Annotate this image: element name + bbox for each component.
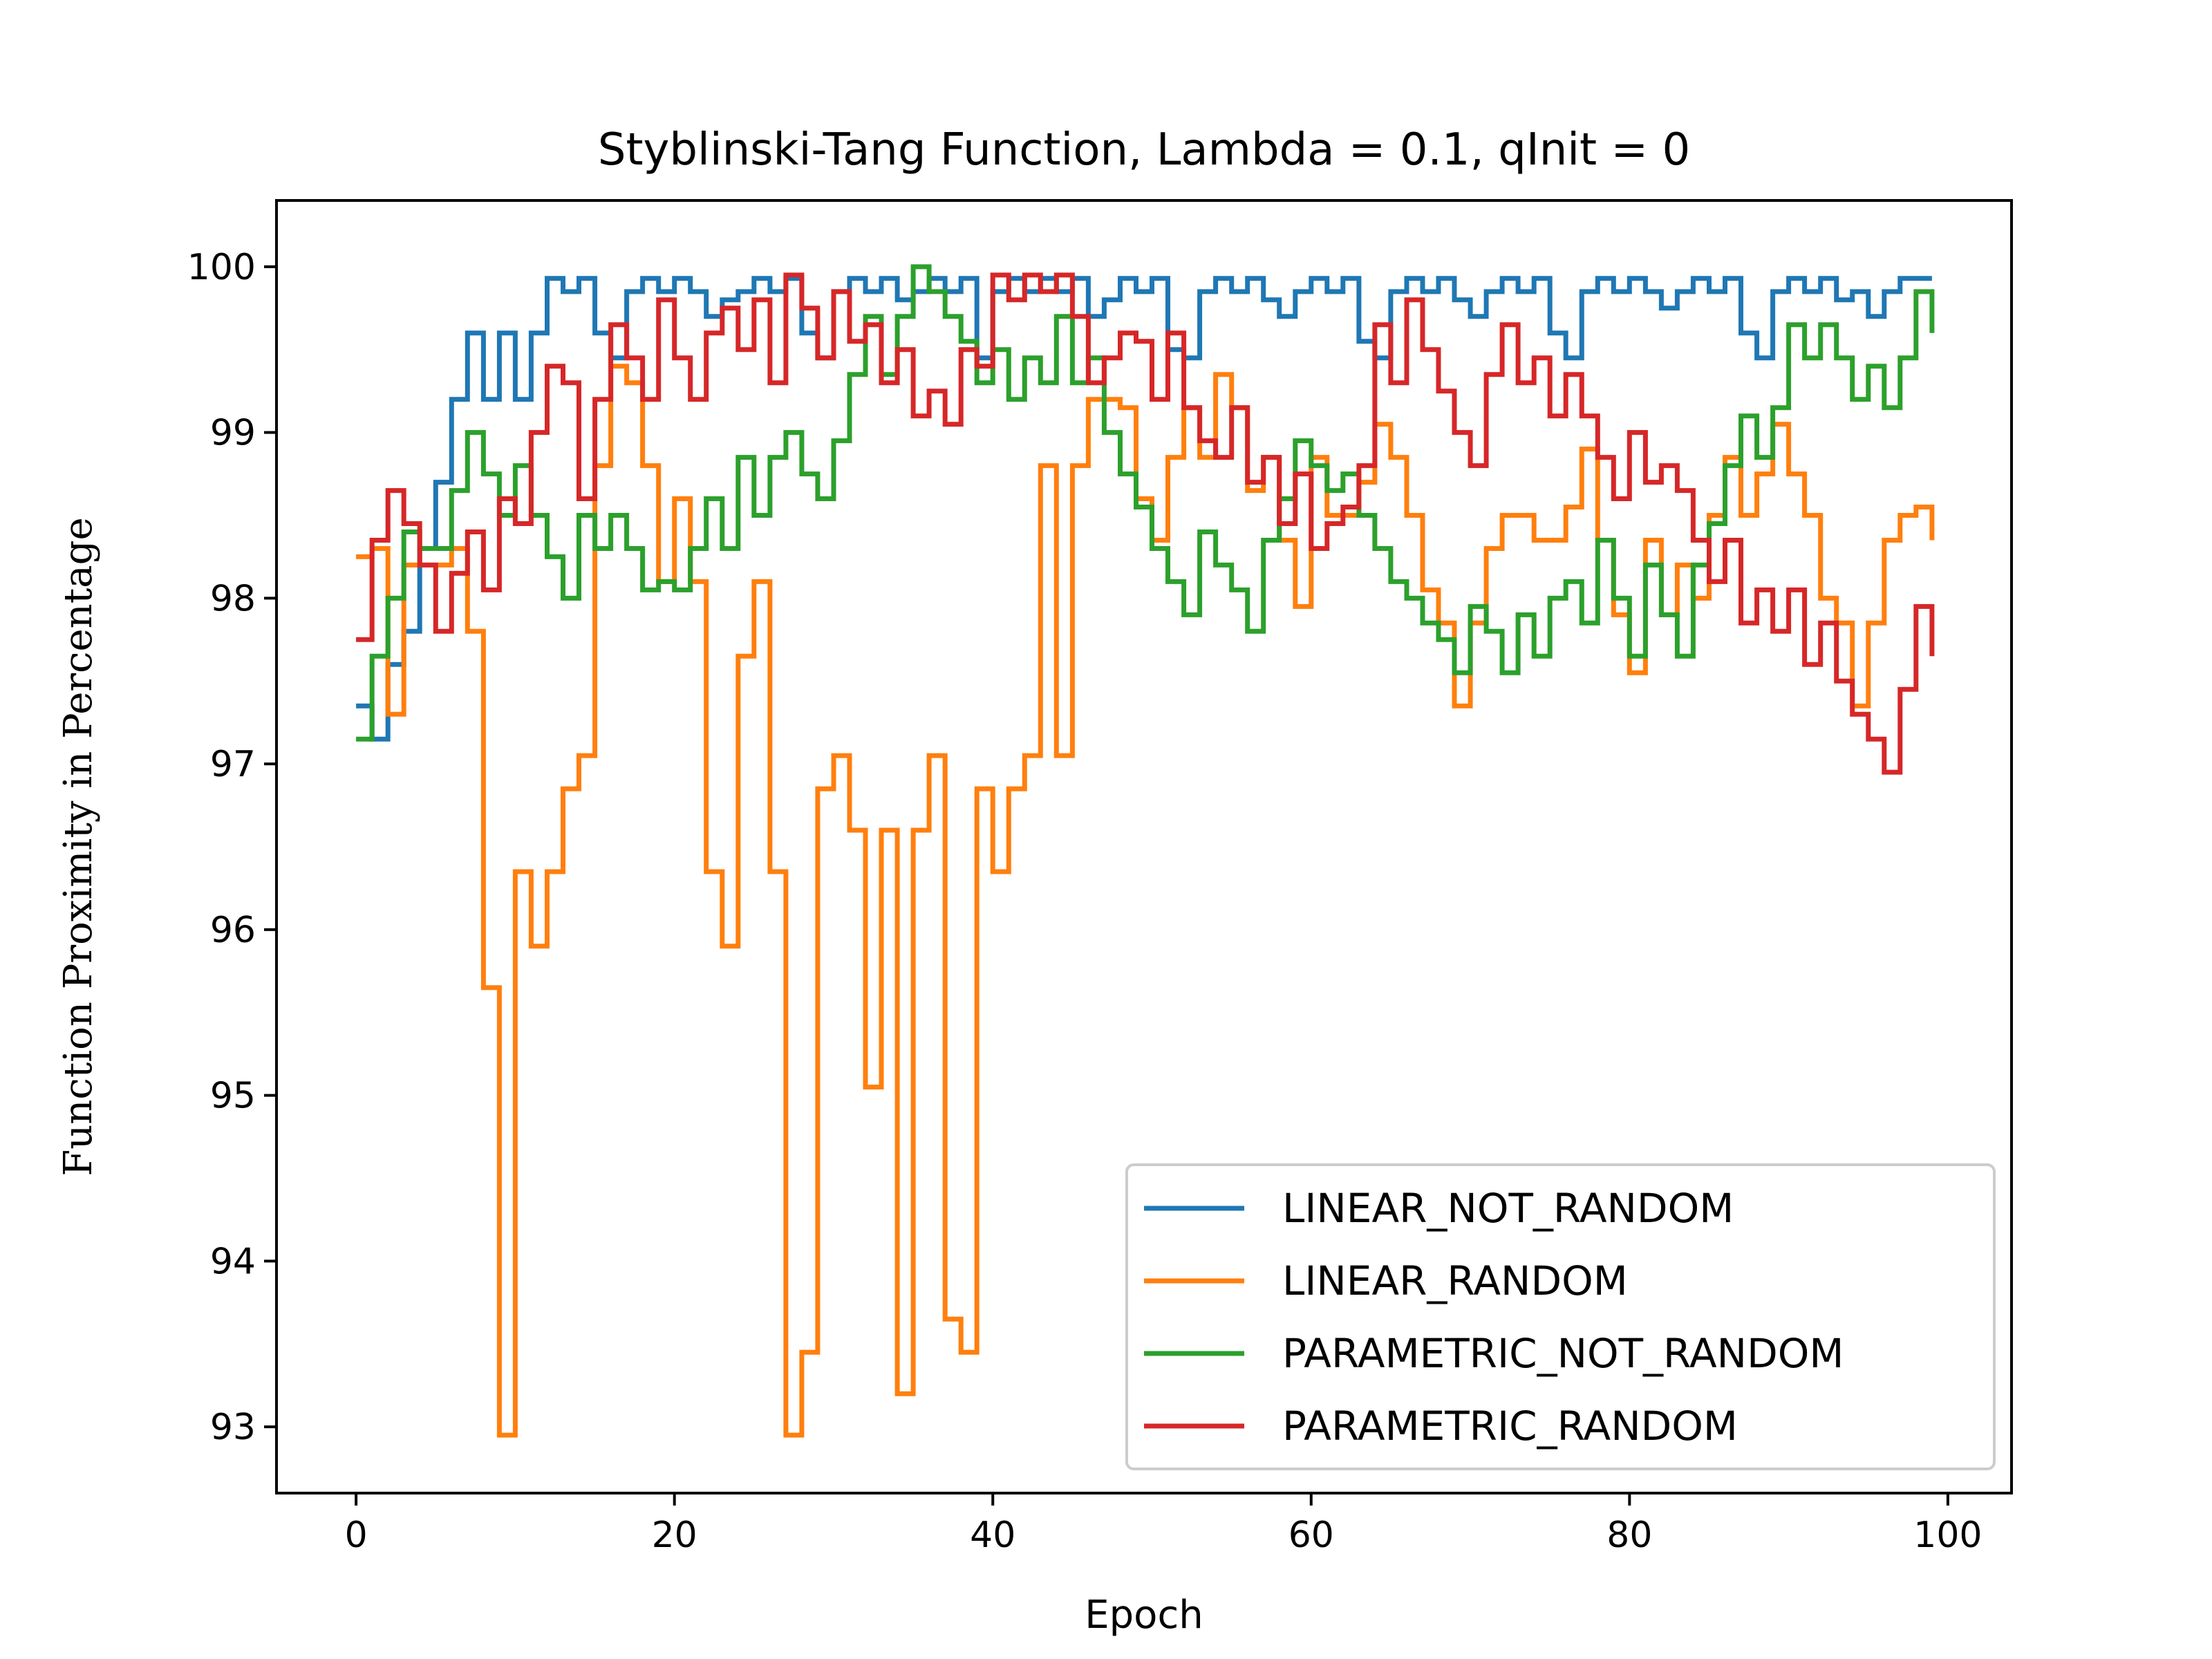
x-axis: 0 20 40 60 80 100 — [345, 1493, 1983, 1556]
y-axis-label: Function Proximity in Percentage — [56, 517, 101, 1176]
series-line-linear-random — [356, 364, 1935, 1438]
legend: LINEAR_NOT_RANDOM LINEAR_RANDOM PARAMETRIC… — [1125, 1163, 1996, 1470]
legend-label: LINEAR_NOT_RANDOM — [1282, 1185, 1734, 1232]
legend-label: LINEAR_RANDOM — [1282, 1257, 1628, 1304]
y-tick-label: 94 — [210, 1241, 256, 1282]
series-line-parametric-not-random — [356, 264, 1935, 742]
x-tick-label: 80 — [1606, 1515, 1652, 1556]
legend-label: PARAMETRIC_NOT_RANDOM — [1282, 1330, 1844, 1377]
x-tick-label: 40 — [970, 1515, 1015, 1556]
x-tick-label: 0 — [345, 1515, 368, 1556]
y-tick-label: 98 — [210, 578, 256, 619]
y-tick-label: 99 — [210, 413, 256, 454]
y-axis: 93 94 95 96 97 98 99 100 — [187, 247, 276, 1448]
series-line-parametric-random — [356, 272, 1935, 775]
series-line-linear-not-random — [356, 276, 1932, 742]
legend-box — [1125, 1163, 1996, 1470]
chart-title: Styblinski-Tang Function, Lambda = 0.1, … — [598, 124, 1690, 176]
y-tick-label: 95 — [210, 1076, 256, 1117]
x-tick-label: 60 — [1288, 1515, 1334, 1556]
x-axis-label: Epoch — [1085, 1593, 1203, 1638]
x-tick-label: 20 — [652, 1515, 697, 1556]
y-tick-label: 97 — [210, 744, 256, 785]
y-tick-label: 93 — [210, 1407, 256, 1448]
plot-lines — [356, 264, 1935, 1438]
y-tick-label: 96 — [210, 910, 256, 951]
y-tick-label: 100 — [187, 247, 256, 288]
x-tick-label: 100 — [1913, 1515, 1982, 1556]
plot-frame — [275, 199, 2013, 1494]
legend-label: PARAMETRIC_RANDOM — [1282, 1403, 1738, 1450]
